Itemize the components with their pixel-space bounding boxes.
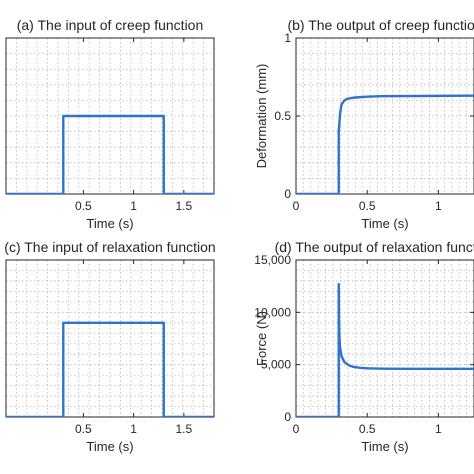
y-tick-label: 0 xyxy=(284,187,291,201)
x-tick-label: 0.5 xyxy=(75,422,92,436)
grid xyxy=(296,260,474,417)
x-tick-label: 1 xyxy=(435,199,442,213)
y-tick-label: 15,000 xyxy=(254,253,291,267)
y-tick-label: 0 xyxy=(284,410,291,424)
axes-box xyxy=(5,37,215,195)
y-axis-label: Force (N) xyxy=(254,311,269,366)
grid xyxy=(6,38,214,194)
series-line xyxy=(296,282,474,417)
y-tick-label: 1 xyxy=(284,31,291,45)
subplot-b: 0 0.5 100.51(b) The output of creep functi… xyxy=(254,17,474,231)
x-tick-label: 0.5 xyxy=(75,199,92,213)
series-line xyxy=(6,114,214,194)
chart-title: (a) The input of creep function xyxy=(17,17,204,33)
chart-title: (d) The output of relaxation function xyxy=(275,239,474,255)
x-tick-label: 1 xyxy=(130,422,137,436)
y-tick-label: 5,000 xyxy=(261,358,291,372)
subplot-a: 0.5 1 1.5 (a) The input of creep function Ti… xyxy=(5,17,215,231)
series-line xyxy=(6,321,214,417)
subplot-c: 0.5 1 1.5 (c) The input of relaxation funct… xyxy=(4,239,215,454)
x-tick-label: 1.5 xyxy=(176,422,193,436)
x-tick-label: 1 xyxy=(130,199,137,213)
x-axis-label: Time (s) xyxy=(361,439,408,454)
subplot-d: 0 0.5 1 0 5,000 10,000 15,000(d) The output of… xyxy=(254,239,474,454)
x-tick-label: 1 xyxy=(435,422,442,436)
y-tick-label: 10,000 xyxy=(254,305,291,319)
series-line xyxy=(296,94,474,194)
x-tick-label: 1.5 xyxy=(176,199,193,213)
y-axis-label: Deformation (mm) xyxy=(254,64,269,169)
x-tick-label: 0.5 xyxy=(359,199,376,213)
y-tick-label: 0.5 xyxy=(274,109,291,123)
grid xyxy=(6,260,214,417)
axes-box xyxy=(5,259,215,418)
x-axis-label: Time (s) xyxy=(86,216,133,231)
x-tick-label: 0 xyxy=(293,422,300,436)
chart-title: (c) The input of relaxation function xyxy=(4,239,215,255)
x-axis-label: Time (s) xyxy=(86,439,133,454)
grid xyxy=(296,38,474,194)
x-axis-label: Time (s) xyxy=(361,216,408,231)
chart-title: (b) The output of creep function xyxy=(287,17,474,33)
x-tick-label: 0.5 xyxy=(359,422,376,436)
axes-box xyxy=(295,259,474,418)
x-tick-label: 0 xyxy=(293,199,300,213)
